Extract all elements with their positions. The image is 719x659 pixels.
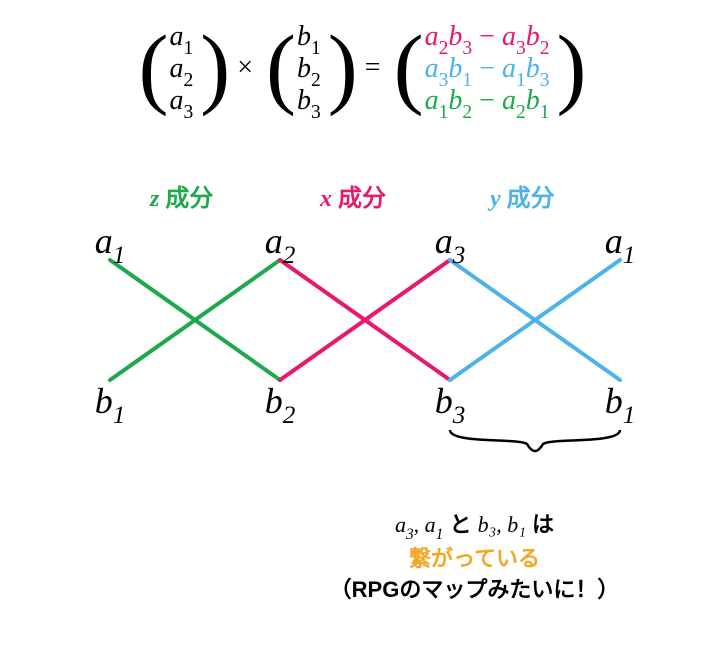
var-label: a1	[85, 220, 135, 268]
cross-diagram: z 成分 x 成分 y 成分 a1 a2 a3 a1 b1 b2 b3 b1	[60, 180, 660, 460]
var-label: b3	[425, 380, 475, 428]
var-label: a1	[595, 220, 645, 268]
cross-lines	[60, 180, 660, 460]
var-label: b1	[85, 380, 135, 428]
cross-op: ×	[231, 52, 259, 84]
var-label: b1	[595, 380, 645, 428]
result-vector: ( a2b3 − a3b2a3b1 − a1b3a1b2 − a2b1 )	[394, 20, 581, 116]
vector-b: ( b1 b2 b3 )	[266, 20, 352, 116]
component-label: y 成分	[490, 178, 555, 213]
component-label: x 成分	[320, 178, 386, 213]
caption-line3: （RPGのマップみたいに！）	[230, 575, 719, 606]
var-label: a2	[255, 220, 305, 268]
caption-line2: 繋がっている	[230, 544, 719, 575]
caption-line1: a3, a1 と b₃, b₁ は	[230, 510, 719, 544]
vector-a: ( a1 a2 a3 )	[138, 20, 224, 116]
cross-product-formula: ( a1 a2 a3 ) × ( b1 b2 b3 ) = ( a2b3 − a…	[0, 20, 719, 116]
caption: a3, a1 と b₃, b₁ は 繋がっている （RPGのマップみたいに！）	[0, 510, 719, 606]
equals-op: =	[359, 52, 387, 84]
var-label: a3	[425, 220, 475, 268]
component-label: z 成分	[150, 178, 213, 213]
result-row: a2b3 − a3b2	[425, 20, 550, 52]
var-label: b2	[255, 380, 305, 428]
